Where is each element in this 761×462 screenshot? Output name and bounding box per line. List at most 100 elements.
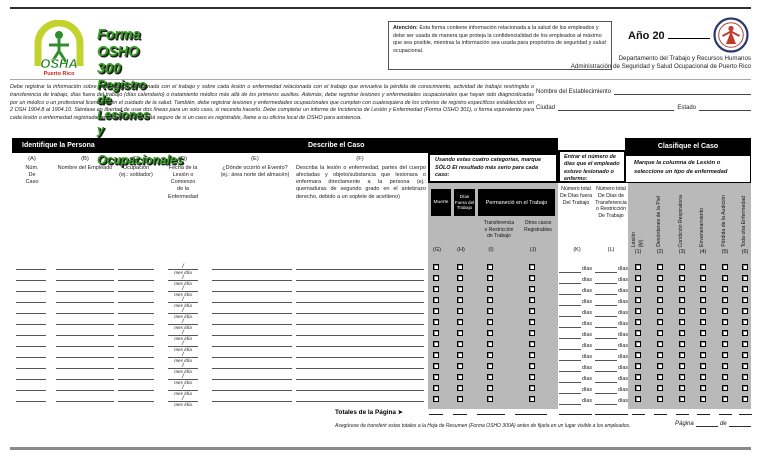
event-location-line[interactable] bbox=[212, 302, 292, 303]
checkbox-days-away[interactable] bbox=[457, 341, 463, 347]
checkbox-injury[interactable] bbox=[635, 319, 641, 325]
event-location-line[interactable] bbox=[212, 401, 292, 402]
checkbox-poisoning[interactable] bbox=[700, 352, 706, 358]
occupation-line[interactable] bbox=[118, 368, 154, 369]
checkbox-injury[interactable] bbox=[635, 308, 641, 314]
case-number-line[interactable] bbox=[16, 379, 46, 380]
event-location-line[interactable] bbox=[212, 379, 292, 380]
occupation-line[interactable] bbox=[118, 269, 154, 270]
employee-name-line[interactable] bbox=[56, 390, 114, 391]
checkbox-skin-disorder[interactable] bbox=[657, 385, 663, 391]
checkbox-other-illness[interactable] bbox=[742, 319, 748, 325]
description-line[interactable] bbox=[296, 280, 424, 281]
year-blank-line[interactable] bbox=[667, 30, 710, 39]
event-location-line[interactable] bbox=[212, 324, 292, 325]
page-number-line[interactable] bbox=[695, 421, 718, 427]
checkbox-other-illness[interactable] bbox=[742, 385, 748, 391]
checkbox-days-away[interactable] bbox=[457, 286, 463, 292]
checkbox-transfer[interactable] bbox=[487, 297, 493, 303]
days-transfer-line[interactable] bbox=[595, 299, 617, 306]
case-number-line[interactable] bbox=[16, 280, 46, 281]
checkbox-other-case[interactable] bbox=[529, 330, 535, 336]
checkbox-injury[interactable] bbox=[635, 330, 641, 336]
days-transfer-line[interactable] bbox=[595, 321, 617, 328]
employee-name-line[interactable] bbox=[56, 401, 114, 402]
checkbox-injury[interactable] bbox=[635, 297, 641, 303]
checkbox-other-case[interactable] bbox=[529, 297, 535, 303]
description-line[interactable] bbox=[296, 346, 424, 347]
checkbox-other-case[interactable] bbox=[529, 352, 535, 358]
occupation-line[interactable] bbox=[118, 346, 154, 347]
days-transfer-line[interactable] bbox=[595, 277, 617, 284]
checkbox-skin-disorder[interactable] bbox=[657, 330, 663, 336]
days-away-line[interactable] bbox=[559, 387, 581, 394]
case-number-line[interactable] bbox=[16, 357, 46, 358]
days-away-line[interactable] bbox=[559, 376, 581, 383]
checkbox-respiratory[interactable] bbox=[679, 286, 685, 292]
checkbox-hearing-loss[interactable] bbox=[722, 385, 728, 391]
checkbox-death[interactable] bbox=[433, 275, 439, 281]
employee-name-line[interactable] bbox=[56, 335, 114, 336]
days-away-line[interactable] bbox=[559, 398, 581, 405]
employee-name-line[interactable] bbox=[56, 280, 114, 281]
checkbox-death[interactable] bbox=[433, 330, 439, 336]
injury-date-cell[interactable]: / mes /día bbox=[168, 274, 198, 286]
checkbox-skin-disorder[interactable] bbox=[657, 275, 663, 281]
total-line-g[interactable] bbox=[429, 414, 443, 415]
checkbox-poisoning[interactable] bbox=[700, 385, 706, 391]
checkbox-respiratory[interactable] bbox=[679, 275, 685, 281]
checkbox-respiratory[interactable] bbox=[679, 330, 685, 336]
checkbox-other-illness[interactable] bbox=[742, 286, 748, 292]
injury-date-cell[interactable]: / mes /día bbox=[168, 373, 198, 385]
days-transfer-line[interactable] bbox=[595, 266, 617, 273]
description-line[interactable] bbox=[296, 324, 424, 325]
checkbox-hearing-loss[interactable] bbox=[722, 297, 728, 303]
employee-name-line[interactable] bbox=[56, 357, 114, 358]
days-away-line[interactable] bbox=[559, 277, 581, 284]
employee-name-line[interactable] bbox=[56, 269, 114, 270]
days-transfer-line[interactable] bbox=[595, 398, 617, 405]
case-number-line[interactable] bbox=[16, 390, 46, 391]
injury-date-cell[interactable]: / mes /día bbox=[168, 340, 198, 352]
checkbox-days-away[interactable] bbox=[457, 264, 463, 270]
checkbox-respiratory[interactable] bbox=[679, 264, 685, 270]
checkbox-days-away[interactable] bbox=[457, 297, 463, 303]
total-line-2[interactable] bbox=[654, 414, 667, 415]
checkbox-days-away[interactable] bbox=[457, 396, 463, 402]
checkbox-other-case[interactable] bbox=[529, 385, 535, 391]
checkbox-injury[interactable] bbox=[635, 341, 641, 347]
checkbox-hearing-loss[interactable] bbox=[722, 352, 728, 358]
occupation-line[interactable] bbox=[118, 313, 154, 314]
checkbox-death[interactable] bbox=[433, 319, 439, 325]
injury-date-cell[interactable]: / mes /día bbox=[168, 285, 198, 297]
occupation-line[interactable] bbox=[118, 280, 154, 281]
days-away-line[interactable] bbox=[559, 310, 581, 317]
description-line[interactable] bbox=[296, 357, 424, 358]
checkbox-skin-disorder[interactable] bbox=[657, 341, 663, 347]
checkbox-respiratory[interactable] bbox=[679, 352, 685, 358]
checkbox-other-case[interactable] bbox=[529, 308, 535, 314]
days-away-line[interactable] bbox=[559, 299, 581, 306]
checkbox-transfer[interactable] bbox=[487, 341, 493, 347]
event-location-line[interactable] bbox=[212, 368, 292, 369]
checkbox-other-case[interactable] bbox=[529, 275, 535, 281]
checkbox-poisoning[interactable] bbox=[700, 341, 706, 347]
injury-date-cell[interactable]: / mes /día bbox=[168, 263, 198, 275]
description-line[interactable] bbox=[296, 379, 424, 380]
total-line-j[interactable] bbox=[515, 414, 547, 415]
checkbox-death[interactable] bbox=[433, 396, 439, 402]
checkbox-death[interactable] bbox=[433, 363, 439, 369]
checkbox-respiratory[interactable] bbox=[679, 341, 685, 347]
checkbox-other-case[interactable] bbox=[529, 396, 535, 402]
checkbox-days-away[interactable] bbox=[457, 352, 463, 358]
occupation-line[interactable] bbox=[118, 335, 154, 336]
case-number-line[interactable] bbox=[16, 368, 46, 369]
days-away-line[interactable] bbox=[559, 332, 581, 339]
employee-name-line[interactable] bbox=[56, 379, 114, 380]
days-transfer-line[interactable] bbox=[595, 310, 617, 317]
event-location-line[interactable] bbox=[212, 280, 292, 281]
total-line-3[interactable] bbox=[676, 414, 689, 415]
checkbox-injury[interactable] bbox=[635, 275, 641, 281]
injury-date-cell[interactable]: / mes /día bbox=[168, 351, 198, 363]
checkbox-hearing-loss[interactable] bbox=[722, 275, 728, 281]
